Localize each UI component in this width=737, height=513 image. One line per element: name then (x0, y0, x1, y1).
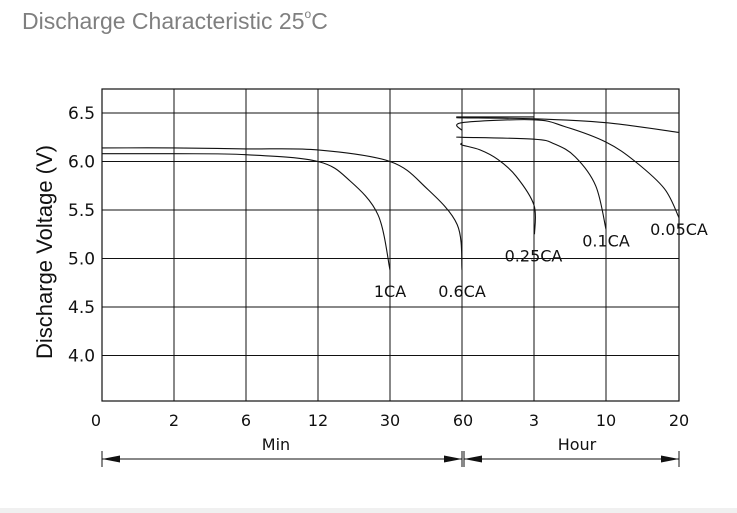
curve-1CA (101, 153, 391, 271)
x-tick-label: 3 (529, 411, 539, 430)
unit-label: Hour (558, 435, 597, 454)
curve-reference (456, 117, 680, 133)
curve-0_1CA (456, 136, 607, 230)
x-tick-label: 60 (453, 411, 473, 430)
y-axis-label: Discharge Voltage (V) (32, 145, 57, 359)
y-tick-label: 5.5 (68, 201, 95, 221)
arrow-head (102, 455, 120, 463)
x-tick-label: 0 (91, 411, 101, 430)
x-tick-label: 2 (169, 411, 179, 430)
x-tick-label: 6 (241, 411, 251, 430)
curve-label: 0.25CA (505, 246, 563, 265)
curve-0_6CA (101, 147, 463, 271)
x-units: Min Hour (101, 435, 680, 467)
curve-label: 0.05CA (650, 220, 708, 239)
y-ticks: 6.5 6.0 5.5 5.0 4.5 4.0 (68, 104, 95, 367)
curve-label: 0.1CA (582, 231, 630, 250)
arrow-head (464, 455, 482, 463)
arrow-head (444, 455, 462, 463)
title-unit: C (311, 8, 328, 34)
y-tick-label: 4.5 (68, 298, 95, 318)
x-tick-label: 12 (308, 411, 328, 430)
y-tick-label: 5.0 (68, 250, 95, 270)
y-tick-label: 6.0 (68, 153, 95, 173)
y-tick-label: 4.0 (68, 347, 95, 367)
grid (102, 89, 679, 401)
x-tick-label: 30 (380, 411, 400, 430)
title-main: Discharge Characteristic 25 (22, 8, 305, 34)
bottom-rule (0, 508, 737, 513)
curve-label: 1CA (374, 282, 406, 301)
curve-0_05CA (456, 119, 680, 219)
arrow-head (661, 455, 679, 463)
title-degree: o (304, 7, 312, 21)
page-title: Discharge Characteristic 25oC (22, 7, 328, 35)
x-ticks: 0 2 6 12 30 60 3 10 20 (91, 411, 689, 430)
curve-label: 0.6CA (438, 282, 486, 301)
x-tick-label: 10 (596, 411, 616, 430)
x-tick-label: 20 (669, 411, 689, 430)
curve-labels: 1CA 0.6CA 0.25CA 0.1CA 0.05CA (374, 220, 708, 301)
discharge-curves (101, 116, 680, 271)
unit-label: Min (262, 435, 290, 454)
y-tick-label: 6.5 (68, 104, 95, 124)
curve-0_25CA (460, 141, 537, 235)
